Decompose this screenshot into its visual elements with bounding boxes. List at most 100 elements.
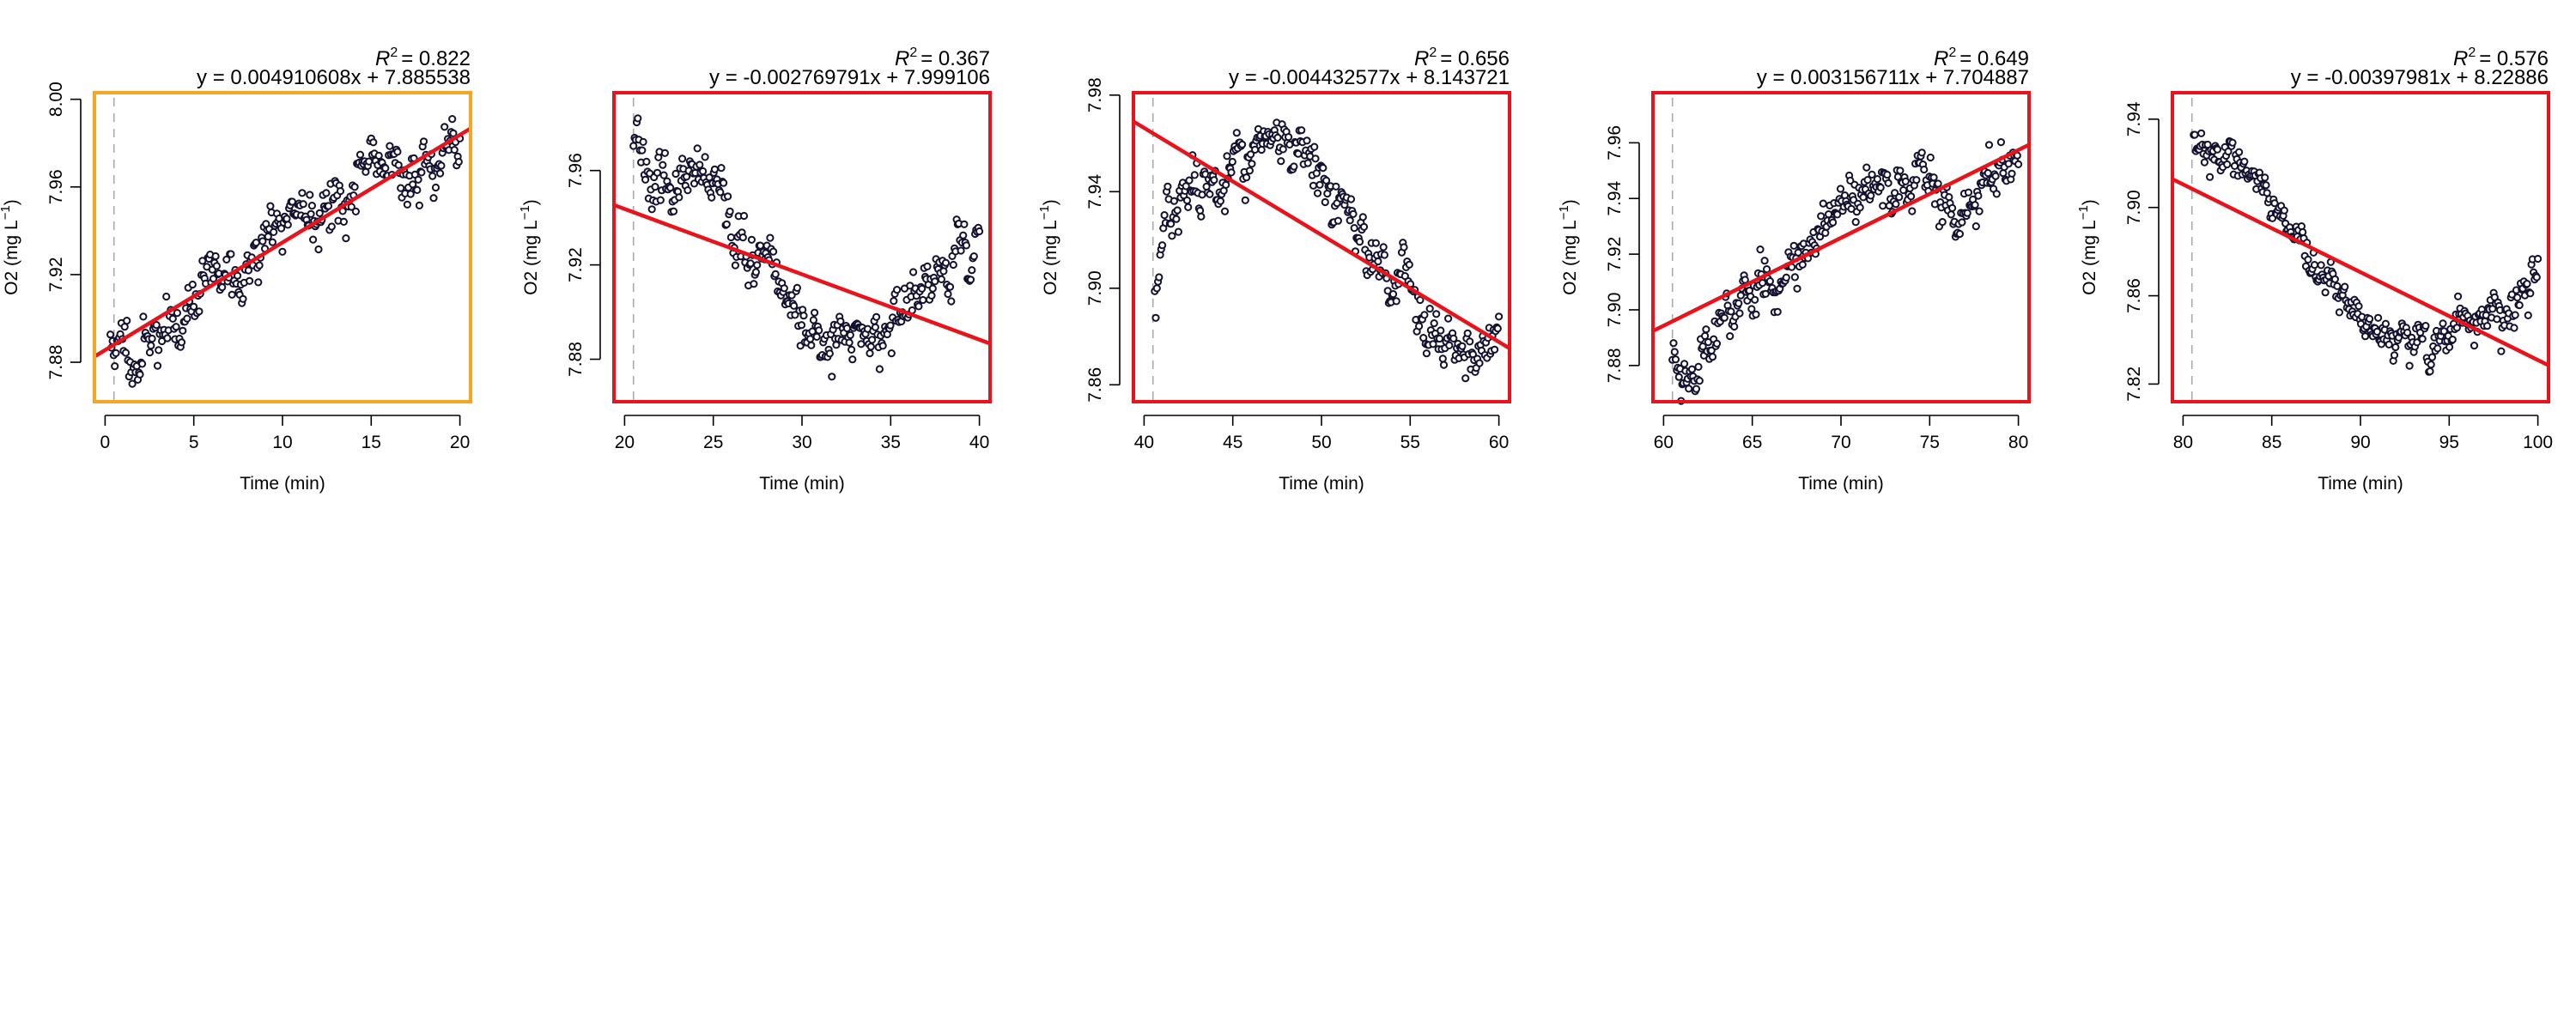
data-point — [1346, 216, 1354, 225]
data-point — [945, 282, 955, 291]
r-squared-exponent: 2 — [1948, 45, 1956, 60]
data-point — [678, 154, 687, 163]
data-point — [1383, 287, 1392, 295]
data-point — [871, 323, 880, 331]
x-tick-label: 80 — [2173, 433, 2193, 452]
x-tick-label: 75 — [1920, 433, 1940, 452]
data-point — [756, 241, 765, 250]
data-point — [1963, 209, 1971, 217]
data-point — [306, 191, 314, 199]
y-axis: 7.88 7.92 7.96 — [566, 153, 601, 377]
data-point — [2488, 305, 2497, 313]
data-point — [959, 231, 968, 239]
data-point — [887, 349, 896, 358]
data-point — [1355, 238, 1364, 246]
data-point — [1938, 218, 1947, 227]
y-tick-label: 7.92 — [1605, 237, 1625, 272]
data-point — [2366, 314, 2374, 324]
data-point — [1405, 260, 1413, 269]
x-axis: 80 85 90 95 100 — [2173, 415, 2553, 452]
data-point — [258, 237, 267, 245]
x-tick-label: 60 — [1489, 433, 1509, 452]
data-point — [683, 186, 692, 195]
data-point — [629, 142, 638, 150]
data-point — [2403, 328, 2412, 337]
r-squared-symbol: R — [2453, 47, 2468, 70]
data-point — [868, 336, 877, 344]
x-tick-label: 40 — [969, 433, 989, 452]
data-point — [2381, 319, 2390, 328]
chart-panel-2: 20 25 30 35 40 Time (min) 7.88 7.92 7.96 O2 (mg L… — [518, 45, 992, 494]
data-point — [1232, 129, 1241, 137]
x-tick-label: 10 — [272, 433, 292, 452]
y-axis-label-text: O2 (mg L — [1041, 220, 1060, 295]
data-point — [1279, 145, 1287, 154]
data-point — [1420, 311, 1429, 319]
data-point — [1971, 222, 1980, 231]
data-point — [2374, 313, 2383, 322]
data-point — [651, 183, 659, 191]
data-point — [254, 278, 263, 287]
data-point — [2014, 160, 2023, 168]
data-point — [968, 266, 976, 275]
data-point — [1876, 183, 1885, 192]
x-axis: 0 5 10 15 20 — [100, 415, 470, 452]
data-point — [2513, 294, 2522, 302]
data-point — [1975, 207, 1984, 215]
data-point — [739, 211, 749, 221]
data-point — [1285, 133, 1293, 142]
y-axis-label: O2 (mg L−1) — [1557, 199, 1580, 295]
y-tick-label: 7.88 — [46, 345, 66, 380]
data-point — [1242, 173, 1251, 182]
data-point — [152, 321, 161, 330]
data-point — [162, 292, 171, 301]
data-point — [1238, 140, 1247, 148]
data-point — [1155, 273, 1163, 282]
r-squared-exponent: 2 — [1429, 45, 1437, 60]
data-point — [2418, 335, 2427, 343]
data-point — [429, 194, 438, 203]
data-point — [1185, 176, 1194, 185]
data-point — [1247, 150, 1255, 159]
data-point — [1458, 342, 1467, 350]
data-point — [1160, 211, 1169, 220]
data-point — [440, 123, 449, 131]
data-point — [771, 270, 780, 278]
data-point — [890, 297, 898, 306]
data-point — [128, 379, 137, 388]
data-point — [342, 234, 350, 243]
data-point — [1996, 138, 2005, 147]
x-axis-label: Time (min) — [759, 474, 845, 494]
data-point — [111, 362, 119, 371]
data-point — [195, 307, 204, 316]
data-point — [1151, 313, 1160, 322]
data-point — [1220, 207, 1230, 215]
data-point — [1379, 243, 1388, 251]
r-squared-label: R2 = 0.576 — [2453, 45, 2549, 70]
data-point — [931, 277, 939, 286]
y-axis-label-close: ) — [1041, 199, 1060, 205]
x-tick-label: 60 — [1654, 433, 1674, 452]
x-tick-label: 15 — [361, 433, 381, 452]
data-point — [1251, 145, 1260, 154]
data-point — [724, 192, 732, 201]
r-squared-symbol: R — [895, 47, 909, 70]
data-point — [1495, 312, 1504, 321]
y-axis-label-text: O2 (mg L — [521, 220, 541, 295]
data-point — [1158, 241, 1167, 250]
data-point — [1833, 210, 1842, 219]
data-point — [148, 334, 156, 343]
r-squared-value: = 0.656 — [1440, 47, 1510, 70]
data-points — [1668, 138, 2023, 405]
data-point — [365, 157, 374, 166]
data-point — [842, 324, 852, 333]
data-point — [1248, 160, 1256, 168]
data-point — [211, 251, 220, 261]
data-point — [283, 221, 292, 229]
data-point — [106, 330, 115, 339]
data-point — [1782, 273, 1790, 282]
data-point — [1425, 305, 1434, 313]
data-point — [720, 179, 728, 187]
data-point — [1332, 182, 1340, 191]
data-point — [1912, 176, 1921, 185]
